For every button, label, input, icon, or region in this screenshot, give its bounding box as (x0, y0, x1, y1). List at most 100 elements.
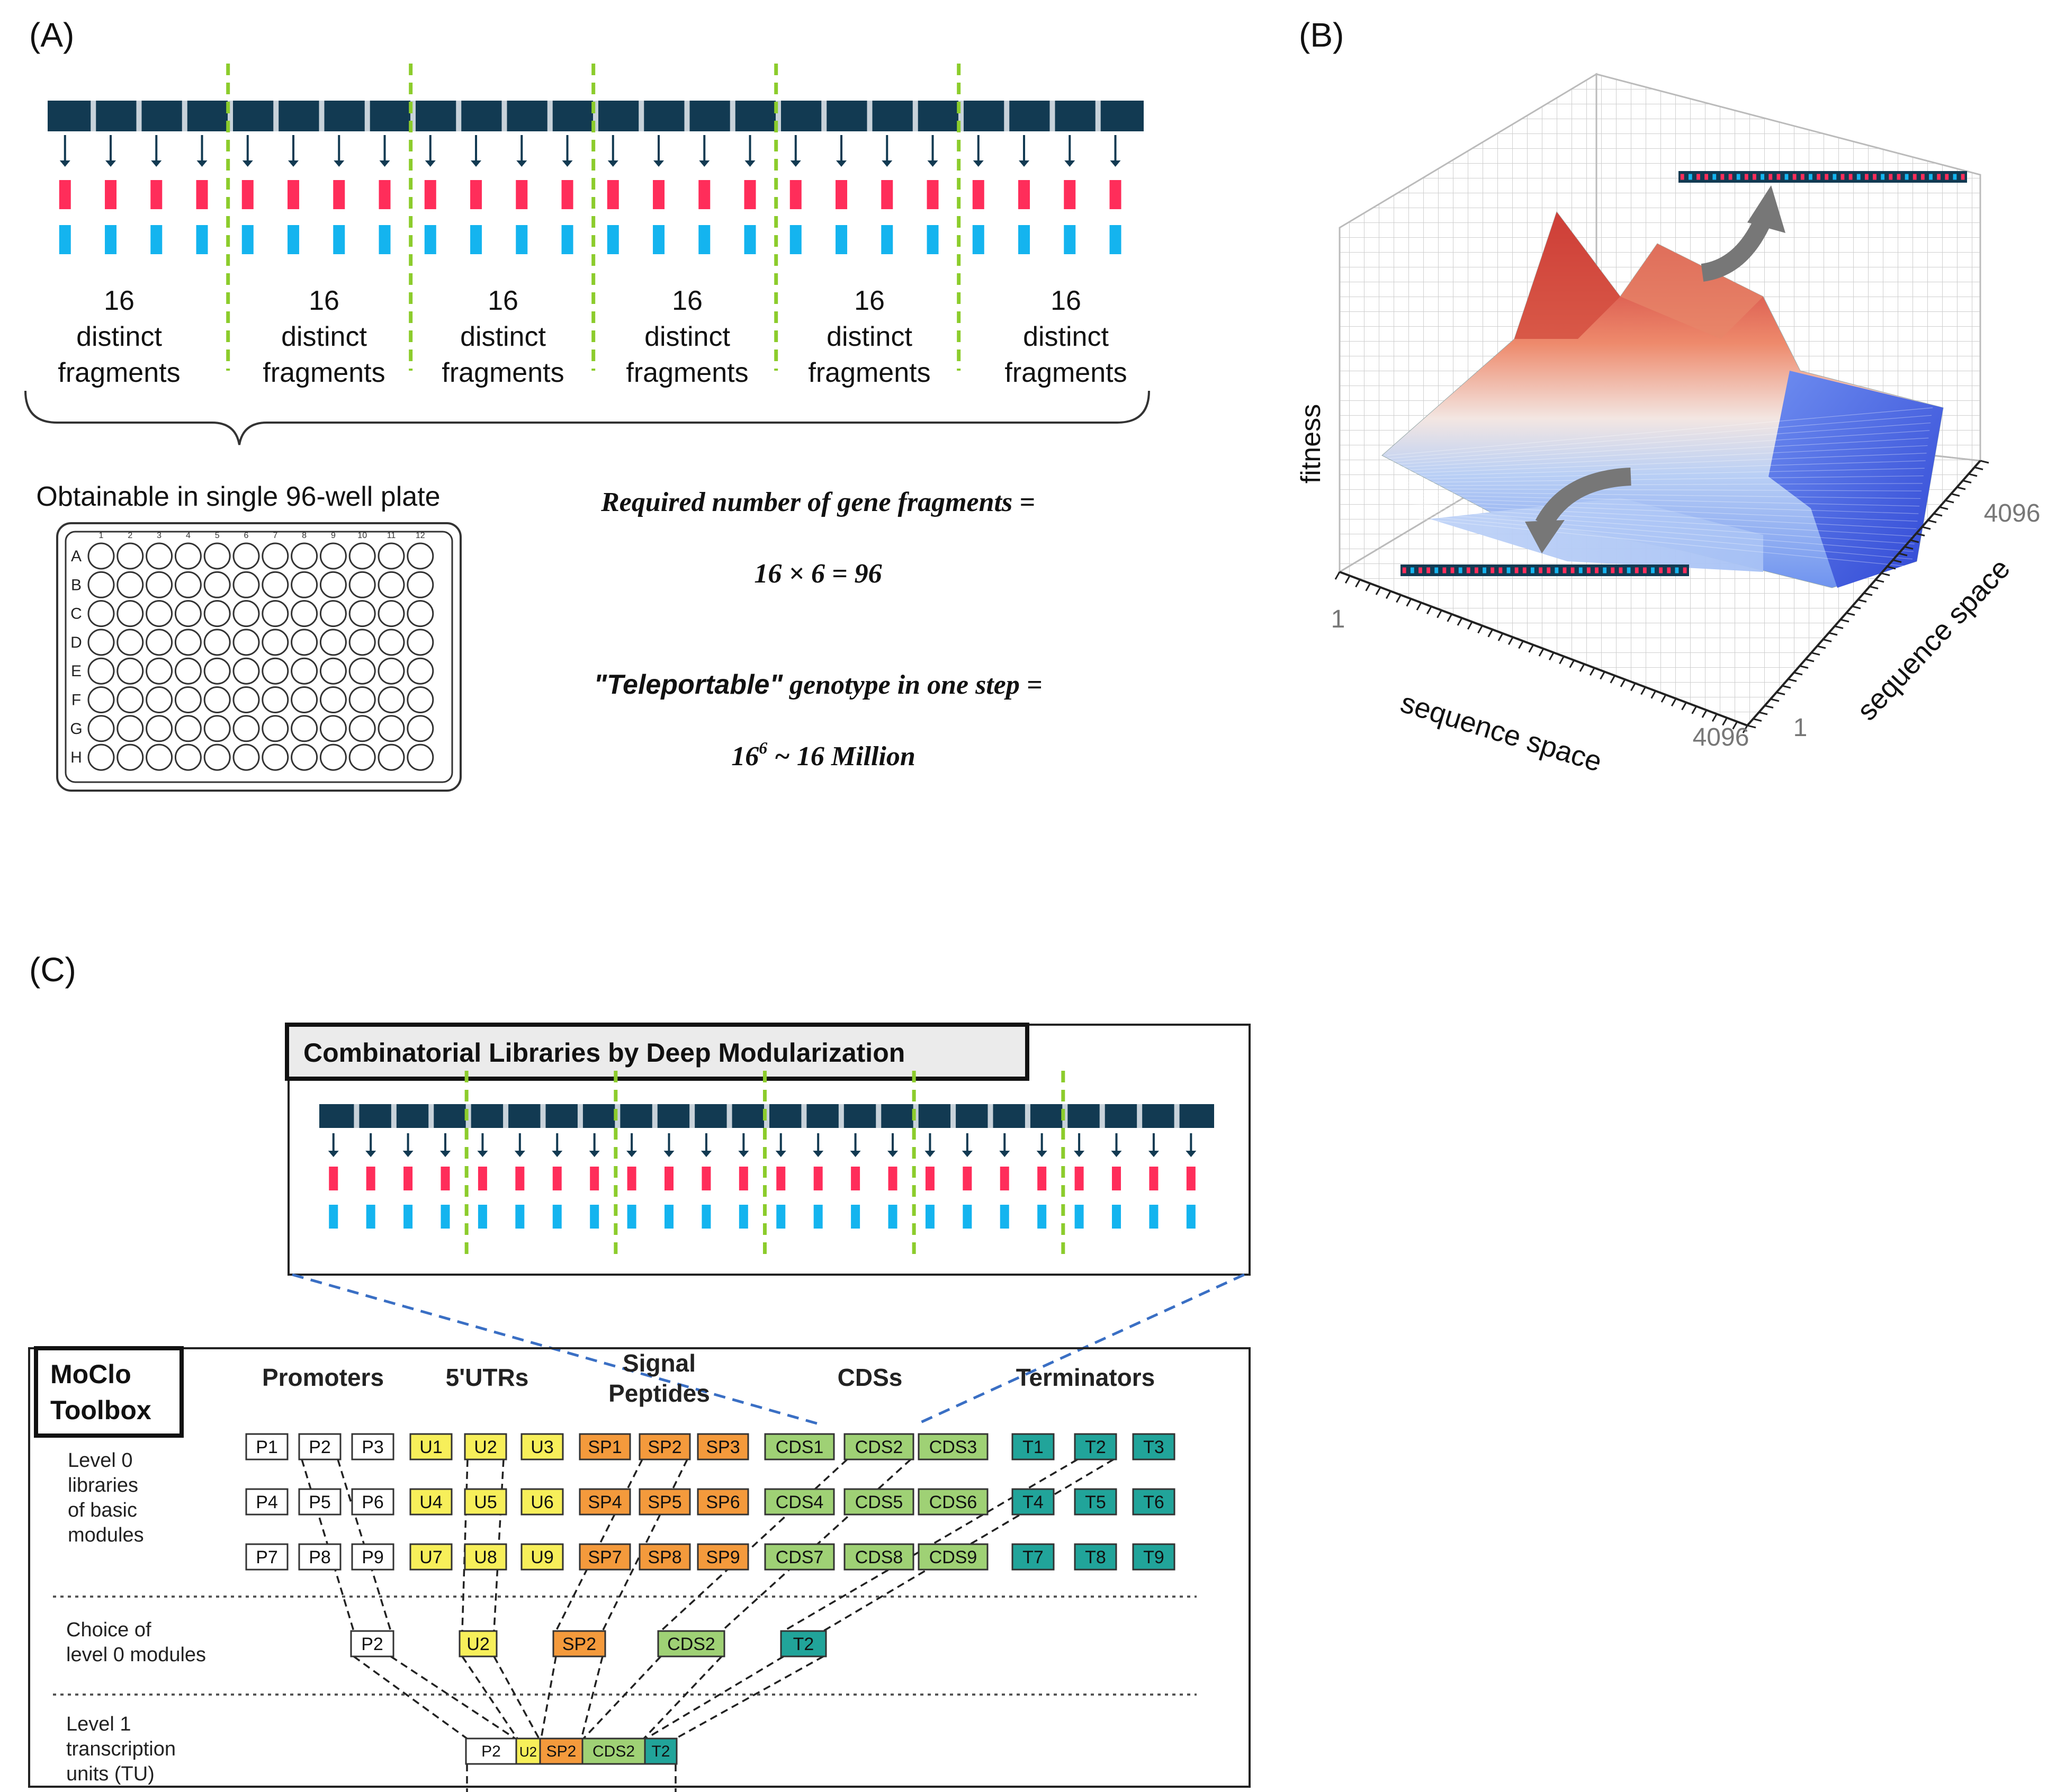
mesh-line (1411, 503, 1917, 530)
module-SP3 (697, 1433, 749, 1461)
gene-bar-gap (465, 1104, 471, 1128)
down-arrow-head-icon (105, 160, 116, 167)
panel-b-label: (B) (1299, 16, 1344, 54)
y-axis-tick (1817, 645, 1826, 649)
module-CDS8 (843, 1543, 914, 1571)
gene-bar-gap (540, 1104, 546, 1128)
plate-well (116, 542, 144, 570)
fragment-red (739, 1167, 748, 1190)
y-axis-tick (1922, 526, 1931, 530)
sequence-bar-cell (1905, 174, 1909, 180)
plate-well (291, 743, 318, 771)
x-axis-tick (1375, 587, 1381, 595)
gene-bar-gap (593, 101, 598, 131)
plate-well (319, 571, 347, 598)
mesh-line (1416, 512, 1914, 552)
assembly-line (540, 1656, 557, 1739)
module-T1 (1011, 1433, 1055, 1461)
plate-row-label: F (71, 692, 81, 709)
y-axis-tick (1811, 652, 1820, 656)
fragment-cyan (333, 225, 345, 254)
fragment-cyan (698, 225, 711, 254)
sequence-bar-cell (1458, 567, 1462, 574)
mesh-line (1405, 491, 1921, 499)
x-axis-tick (1385, 590, 1391, 599)
module-U4 (409, 1488, 453, 1516)
assembly-line (645, 1655, 784, 1740)
module-P7 (245, 1543, 289, 1571)
down-arrow-head-icon (973, 160, 984, 167)
sequence-bar-cell (1570, 567, 1575, 574)
fragment-cyan (478, 1205, 487, 1229)
y-axis-tick (1753, 718, 1762, 722)
plate-well (174, 600, 202, 628)
sequence-bar-cell (1688, 174, 1692, 180)
gene-bar-gap (501, 101, 507, 131)
equations: Required number of gene fragments = 16 ×… (594, 487, 1043, 772)
module-U3 (520, 1433, 564, 1461)
plate-well (319, 629, 347, 656)
mesh-line (1409, 500, 1918, 522)
module-label-P1: P1 (256, 1437, 278, 1457)
sequence-bar-cell (1522, 567, 1527, 574)
sequence-bar-cell (1889, 174, 1893, 180)
fragment-red (627, 1167, 636, 1190)
down-arrow-head-icon (242, 160, 253, 167)
module-label-CDS4: CDS4 (776, 1492, 824, 1512)
sequence-bar-cell (1848, 174, 1853, 180)
module-label-SP6: SP6 (706, 1492, 740, 1512)
sequence-bar-cell (1547, 567, 1551, 574)
module-P1 (245, 1433, 289, 1461)
fragment-red (888, 1167, 897, 1190)
row-level0-line2: libraries (68, 1474, 138, 1497)
module-label-U1: U1 (419, 1437, 442, 1457)
down-arrow-head-icon (402, 1151, 414, 1157)
fragment-red (789, 180, 802, 209)
plate-well (146, 657, 173, 685)
mesh-line (1395, 445, 1928, 471)
panel-a: (A) 16distinctfragments16distinctfragmen… (24, 16, 1150, 792)
down-arrow-head-icon (607, 160, 618, 167)
fragment-cyan (836, 225, 848, 254)
gene-bar-gap (1025, 1104, 1030, 1128)
x-axis-tick (1457, 617, 1463, 626)
fragment-red (776, 1167, 786, 1190)
sequence-bar-cell (1434, 567, 1439, 574)
plate-well (146, 600, 173, 628)
down-arrow-head-icon (1019, 160, 1030, 167)
panel-b: (B) fitness sequence space sequence spac… (1296, 16, 2040, 778)
module-U7 (409, 1543, 453, 1571)
gene-bar-gap (503, 1104, 509, 1128)
module-SP5 (639, 1488, 691, 1516)
fragment-red (516, 180, 528, 209)
header-peptides: Peptides (608, 1379, 710, 1407)
sequence-bar-cell (1961, 174, 1965, 180)
down-arrow-head-icon (653, 160, 665, 167)
fragment-red (333, 180, 345, 209)
down-arrow-head-icon (699, 160, 710, 167)
down-arrow-head-icon (589, 1151, 600, 1157)
fragment-cyan (739, 1205, 748, 1229)
mesh-line (1396, 453, 1927, 474)
fragment-cyan (590, 1205, 599, 1229)
mesh-line (1408, 497, 1919, 514)
sequence-bar-cell (1555, 567, 1559, 574)
gene-bar-gap (91, 101, 96, 131)
fragment-cyan (1186, 1205, 1196, 1229)
sequence-bar-cell (1704, 174, 1709, 180)
module-T3 (1132, 1433, 1175, 1461)
plate-well (407, 629, 434, 656)
x-axis-tick (1620, 679, 1626, 687)
module-CDS3 (918, 1433, 989, 1461)
module-U2 (464, 1433, 507, 1461)
assembly-line (601, 1459, 688, 1632)
x-axis-tick (1477, 625, 1483, 634)
sequence-bar-cell (1667, 567, 1671, 574)
down-arrow-head-icon (151, 160, 162, 167)
x-axis-tick (1487, 629, 1494, 638)
fragment-cyan (925, 1205, 935, 1229)
fragment-cyan (1064, 225, 1076, 254)
gene-bar-gap (876, 1104, 882, 1128)
fragment-cyan (552, 1205, 562, 1229)
